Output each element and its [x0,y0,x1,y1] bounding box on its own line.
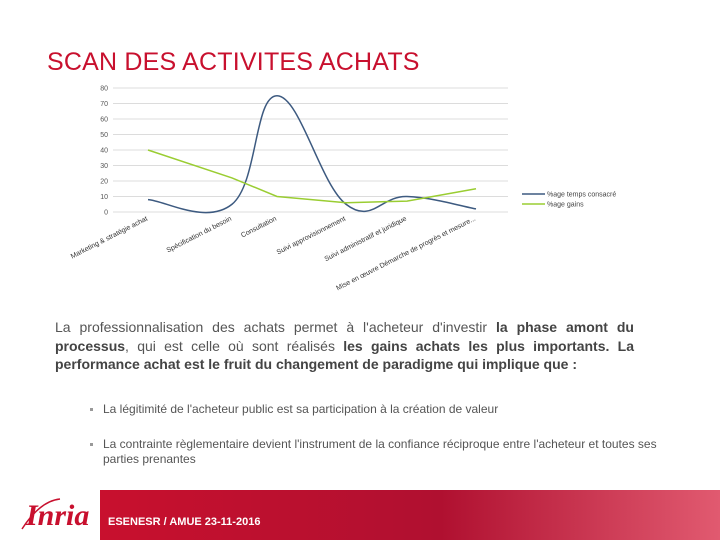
paragraph-text-1: La professionnalisation des achats perme… [55,319,496,335]
bullet-item: La légitimité de l'acheteur public est s… [90,402,680,417]
line-chart: 0 10 20 30 40 50 60 70 80 Marketing & stratégie a… [70,86,617,293]
paragraph-text-2: , qui est celle où sont réalisés [125,337,344,354]
y-tick-label: 80 [100,86,108,93]
series-line-time [147,94,477,214]
y-tick-label: 70 [100,101,108,108]
inria-logo: Inria [21,498,89,532]
x-category-label: Spécification du besoin [166,215,233,254]
footer-bar [100,490,720,540]
x-category-label: Consultation [240,216,278,240]
legend-label: %age temps consacré [547,192,616,199]
x-category-label: Mise en œuvre Démarche de progrès et mes… [335,216,477,293]
bullet-item: La contrainte règlementaire devient l'in… [90,437,680,467]
logo-text: Inria [25,499,89,532]
y-tick-label: 30 [100,163,108,170]
footer-text: ESENESR / AMUE 23-11-2016 [108,516,261,528]
body-paragraph: La professionnalisation des achats perme… [55,318,634,374]
paragraph-bold-2: les gains achats les plus importants. La… [55,337,634,373]
paragraph-bold-1: la phase amont du processus [55,319,634,354]
y-tick-label: 0 [104,210,108,217]
y-tick-label: 50 [100,132,108,139]
x-category-label: Marketing & stratégie achat [70,216,149,261]
chart: 0 10 20 30 40 50 60 70 80 Marketing & stratégie a… [70,86,617,293]
y-tick-label: 60 [100,117,108,124]
y-tick-label: 20 [100,179,108,186]
series-line-gains [147,149,477,204]
slide-title: SCAN DES ACTIVITES ACHATS [47,48,420,76]
bullet-list: La légitimité de l'acheteur public est s… [90,402,680,487]
y-tick-label: 10 [100,194,108,201]
legend-label: %age gains [547,202,584,209]
y-tick-label: 40 [100,148,108,155]
